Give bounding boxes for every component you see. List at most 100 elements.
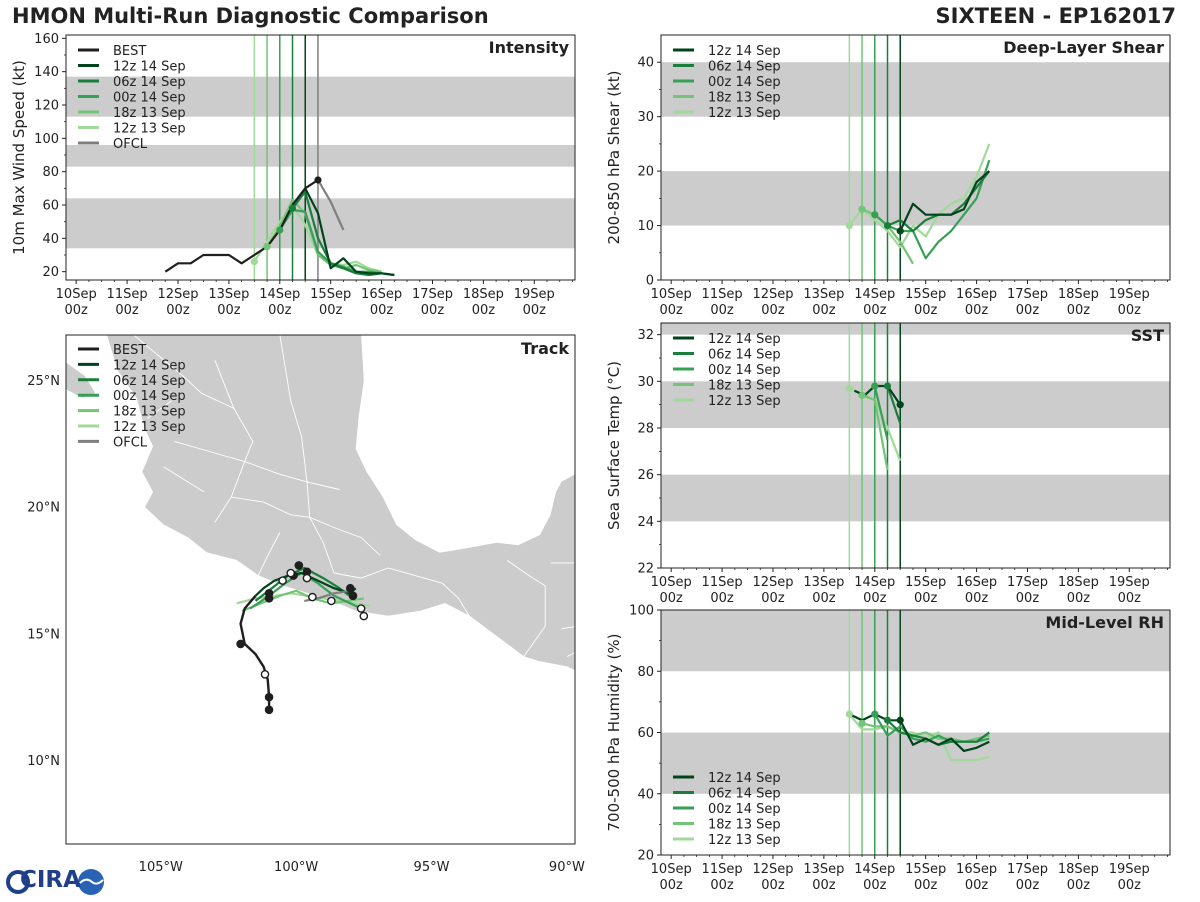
series-line-18z-13-sep [861,394,889,471]
state-border [333,567,443,584]
x-tick-label: 13Sep [803,575,844,590]
x-tick-label: 00z [659,303,683,318]
y-tick-label: 40 [637,787,654,802]
x-tick-label: 00z [319,303,343,318]
legend-label: 12z 13 Sep [708,394,781,409]
x-tick-label: 13Sep [803,862,844,877]
x-tick-label: 00z [965,878,989,893]
legend-label: 06z 14 Sep [708,60,781,75]
x-tick-label: 14Sep [854,287,895,302]
x-tick-label: 16Sep [361,287,402,302]
x-tick-label: 00z [761,878,785,893]
x-tick-label: 15Sep [905,287,946,302]
marker-12z-13-sep [845,710,853,718]
marker-12z-14-sep [896,227,904,235]
track-point [345,583,355,593]
x-tick-label: 19Sep [1109,862,1150,877]
axes-frame [65,34,576,281]
x-tick-label: 19Sep [1109,575,1150,590]
y-tick-label: 20 [637,849,654,864]
track-point [308,592,317,602]
x-tick-label: 00z [1118,591,1142,606]
x-tick-label: 00z [1016,878,1040,893]
marker-06z-14-sep [883,382,892,390]
series-line-00z-14-sep [873,385,889,440]
legend-label: 18z 13 Sep [708,91,781,106]
panel-title: Mid-Level RH [1045,613,1164,632]
state-border [146,400,172,419]
marker-00z-14-sep [871,382,879,390]
legend-label: 18z 13 Sep [113,405,186,420]
y-tick-label: 20 [637,165,654,180]
y-tick-label: 60 [637,726,654,741]
x-tick-label: 12Sep [752,287,793,302]
x-tick-label: 00z [863,591,887,606]
x-tick-label: 17Sep [1007,862,1048,877]
x-tick-label: 00z [1067,878,1091,893]
panel-title: SST [1131,326,1164,345]
y-tick-label: 26 [637,468,654,483]
marker-18z-13-sep [858,391,866,399]
x-tick-label: 00z [710,591,734,606]
y-tick-label: 80 [42,165,59,180]
legend-label: BEST [113,343,146,358]
y-axis-label: 700-500 hPa Humidity (%) [605,633,623,831]
x-tick-label: 00z [523,303,547,318]
plot-area [66,35,575,280]
marker-18z-13-sep [263,243,271,251]
panel-title: Deep-Layer Shear [1003,38,1164,57]
x-tick-label: 10Sep [651,287,692,302]
x-tick-label: 00z [659,878,683,893]
lon-tick-label: 95°W [414,860,450,875]
axes-frame [660,322,1171,569]
x-tick-label: 19Sep [514,287,555,302]
band [661,323,1170,335]
y-tick-label: 120 [34,99,59,114]
track-point [356,604,366,613]
legend-label: 18z 13 Sep [708,379,781,394]
marker-12z-14-sep [896,401,904,409]
series-line-ofcl [317,179,345,231]
series-line-00z-14-sep [874,159,991,260]
plot-area [661,35,1170,280]
plot-area [661,610,1170,855]
y-tick-label: 100 [34,132,59,147]
track-point [348,591,358,601]
legend-label: 06z 14 Sep [708,787,781,802]
gulf-of-mexico [355,335,575,553]
state-border [133,335,235,409]
marker-18z-13-sep [858,719,866,727]
y-tick-label: 30 [637,110,654,125]
marker-12z-14-sep [896,716,904,724]
x-tick-label: 00z [761,303,785,318]
series-line-12z-13-sep [848,713,990,762]
legend-label: 12z 14 Sep [708,332,781,347]
series-line-06z-14-sep [886,385,902,424]
track-point [286,568,296,578]
marker-06z-14-sep [288,204,297,212]
x-tick-label: 18Sep [1058,287,1099,302]
y-tick-label: 28 [637,422,654,437]
axes-frame [65,334,576,845]
legend-label: 12z 13 Sep [113,122,186,137]
state-border [257,532,281,576]
x-tick-label: 11Sep [702,575,743,590]
x-tick-label: 00z [1067,591,1091,606]
x-tick-label: 00z [761,591,785,606]
marker-18z-13-sep [858,205,866,213]
x-tick-label: 00z [421,303,445,318]
legend-label: 00z 14 Sep [113,91,186,106]
state-border [279,335,335,574]
track-point [294,561,304,570]
x-tick-label: 13Sep [208,287,249,302]
x-tick-label: 00z [863,878,887,893]
legend-label: 12z 14 Sep [113,358,186,373]
state-border [566,652,575,658]
x-tick-label: 00z [812,878,836,893]
track-line-06z-14-sep [254,566,354,602]
x-tick-label: 10Sep [651,862,692,877]
lat-tick-label: 10°N [27,754,60,769]
cira-logo: CIRA [6,866,106,898]
x-tick-label: 19Sep [1109,287,1150,302]
legend-label: 06z 14 Sep [113,75,186,90]
